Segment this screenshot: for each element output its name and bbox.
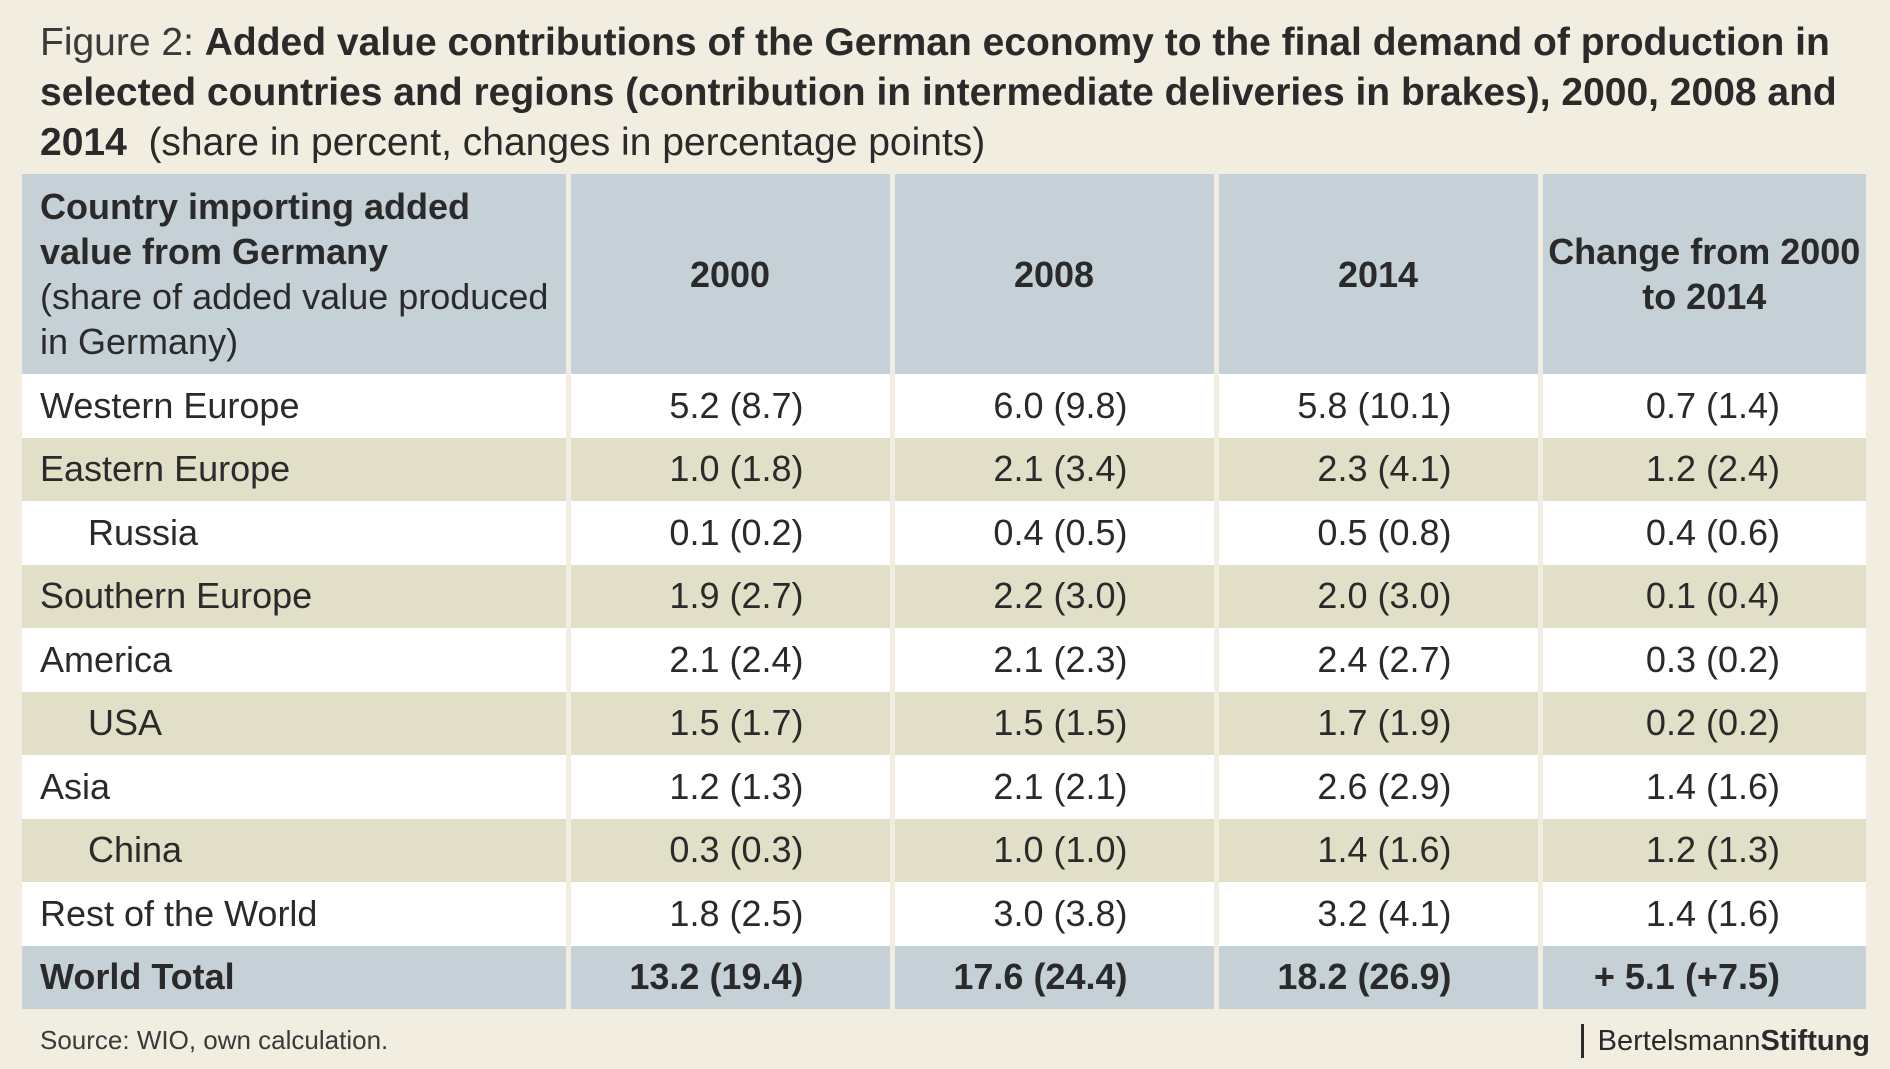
table-row: Russia 0.1 (0.2) 0.4 (0.5) 0.5 (0.8) 0.4 (0.…: [22, 501, 1866, 565]
header-2000: 2000: [568, 174, 895, 374]
row-region-label: America: [22, 628, 571, 692]
source-note: Source: WIO, own calculation.: [40, 1025, 389, 1055]
cell-y2008: 1.5 (1.5): [892, 691, 1219, 755]
figure-subtitle: (share in percent, changes in percentage…: [148, 121, 986, 164]
total-label: World Total: [22, 945, 571, 1009]
cell-change: 0.3 (0.2): [1540, 628, 1866, 692]
brand-logo: BertelsmannStiftung: [1580, 1024, 1870, 1058]
header-2014: 2014: [1216, 174, 1543, 374]
header-region-main: Country importing added value from Germa…: [40, 186, 470, 272]
cell-change: 1.2 (1.3): [1540, 818, 1866, 882]
cell-y2000: 1.8 (2.5): [568, 882, 895, 946]
cell-y2014: 5.8 (10.1): [1216, 374, 1543, 438]
cell-change: 1.4 (1.6): [1540, 755, 1866, 819]
cell-y2014: 2.4 (2.7): [1216, 628, 1543, 692]
total-change: + 5.1 (+7.5): [1540, 945, 1866, 1009]
figure-label: Figure 2:: [40, 21, 194, 64]
cell-y2014: 1.7 (1.9): [1216, 691, 1543, 755]
row-region-label: USA: [22, 691, 571, 755]
cell-y2000: 1.9 (2.7): [568, 564, 895, 628]
cell-y2008: 0.4 (0.5): [892, 501, 1219, 565]
cell-y2000: 0.1 (0.2): [568, 501, 895, 565]
table-row: USA 1.5 (1.7) 1.5 (1.5) 1.7 (1.9) 0.2 (0.2): [22, 691, 1866, 755]
cell-y2000: 0.3 (0.3): [568, 818, 895, 882]
table-row: Rest of the World 1.8 (2.5) 3.0 (3.8) 3.2 (…: [22, 882, 1866, 946]
table-row: America 2.1 (2.4) 2.1 (2.3) 2.4 (2.7) 0.3 (0…: [22, 628, 1866, 692]
cell-y2014: 2.3 (4.1): [1216, 437, 1543, 501]
header-row: Country importing added value from Germa…: [22, 174, 1866, 374]
row-region-label: Russia: [22, 501, 571, 565]
total-row: World Total 13.2 (19.4) 17.6 (24.4) 18.2 (2…: [22, 945, 1866, 1009]
total-y2014: 18.2 (26.9): [1216, 945, 1543, 1009]
header-region-sub: (share of added value produced in German…: [40, 276, 549, 362]
cell-y2008: 2.2 (3.0): [892, 564, 1219, 628]
data-table: Country importing added value from Germa…: [22, 174, 1866, 1009]
cell-change: 0.1 (0.4): [1540, 564, 1866, 628]
cell-change: 1.4 (1.6): [1540, 882, 1866, 946]
cell-y2014: 2.6 (2.9): [1216, 755, 1543, 819]
cell-change: 0.4 (0.6): [1540, 501, 1866, 565]
cell-y2000: 1.0 (1.8): [568, 437, 895, 501]
cell-y2000: 1.2 (1.3): [568, 755, 895, 819]
table-row: Western Europe 5.2 (8.7) 6.0 (9.8) 5.8 (10.…: [22, 374, 1866, 438]
cell-y2008: 1.0 (1.0): [892, 818, 1219, 882]
table-row: Southern Europe 1.9 (2.7) 2.2 (3.0) 2.0 (3.…: [22, 564, 1866, 628]
row-region-label: Eastern Europe: [22, 437, 571, 501]
total-y2008: 17.6 (24.4): [892, 945, 1219, 1009]
cell-y2014: 1.4 (1.6): [1216, 818, 1543, 882]
header-2008: 2008: [892, 174, 1219, 374]
cell-y2000: 2.1 (2.4): [568, 628, 895, 692]
cell-y2014: 2.0 (3.0): [1216, 564, 1543, 628]
row-region-label: Southern Europe: [22, 564, 571, 628]
cell-y2000: 1.5 (1.7): [568, 691, 895, 755]
table-row: China 0.3 (0.3) 1.0 (1.0) 1.4 (1.6) 1.2 (1.3…: [22, 818, 1866, 882]
brand-light: Bertelsmann: [1597, 1025, 1761, 1057]
row-region-label: Western Europe: [22, 374, 571, 438]
row-region-label: China: [22, 818, 571, 882]
table-row: Asia 1.2 (1.3) 2.1 (2.1) 2.6 (2.9) 1.4 (1.6): [22, 755, 1866, 819]
table-body: Western Europe 5.2 (8.7) 6.0 (9.8) 5.8 (10.…: [22, 374, 1866, 1009]
table-row: Eastern Europe 1.0 (1.8) 2.1 (3.4) 2.3 (4.1…: [22, 437, 1866, 501]
row-region-label: Asia: [22, 755, 571, 819]
cell-y2008: 2.1 (2.1): [892, 755, 1219, 819]
cell-y2008: 2.1 (2.3): [892, 628, 1219, 692]
figure-main-title: Added value contributions of the German …: [40, 21, 1837, 164]
cell-change: 0.7 (1.4): [1540, 374, 1866, 438]
row-region-label: Rest of the World: [22, 882, 571, 946]
total-y2000: 13.2 (19.4): [568, 945, 895, 1009]
header-change: Change from 2000 to 2014: [1540, 174, 1866, 374]
header-region: Country importing added value from Germa…: [22, 174, 571, 374]
figure-title: Figure 2: Added value contributions of t…: [40, 18, 1860, 168]
cell-y2008: 2.1 (3.4): [892, 437, 1219, 501]
cell-change: 1.2 (2.4): [1540, 437, 1866, 501]
cell-y2008: 3.0 (3.8): [892, 882, 1219, 946]
cell-change: 0.2 (0.2): [1540, 691, 1866, 755]
cell-y2014: 3.2 (4.1): [1216, 882, 1543, 946]
cell-y2000: 5.2 (8.7): [568, 374, 895, 438]
brand-bold: Stiftung: [1760, 1025, 1870, 1057]
cell-y2008: 6.0 (9.8): [892, 374, 1219, 438]
cell-y2014: 0.5 (0.8): [1216, 501, 1543, 565]
